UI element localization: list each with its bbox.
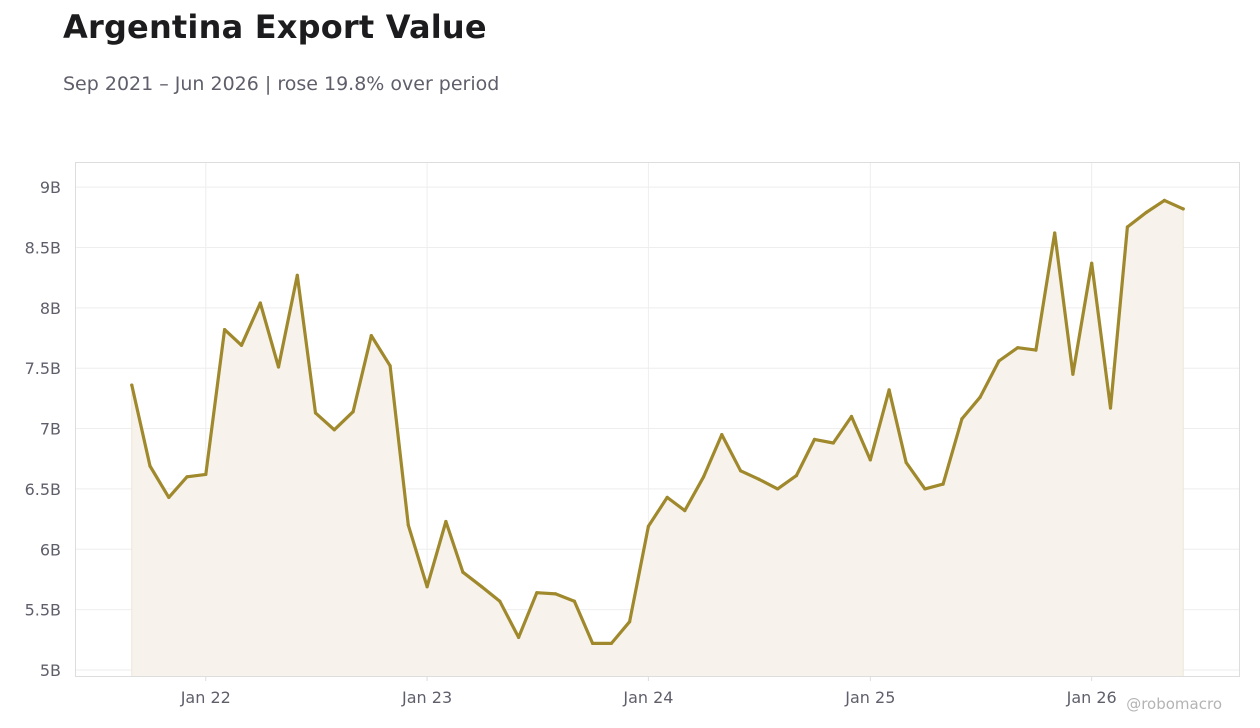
y-tick-label: 9B — [40, 178, 61, 197]
data-point — [628, 620, 632, 624]
data-point — [1108, 406, 1113, 410]
x-axis: Jan 22 Jan 23 Jan 24 Jan 25 Jan 26 — [180, 676, 1117, 707]
y-axis: 5B 5.5B 6B 6.5B 7B 7.5B 8B 8.5B 9B — [25, 178, 61, 680]
data-point — [1053, 231, 1057, 235]
data-point — [1125, 225, 1129, 229]
data-point — [849, 414, 854, 419]
watermark: @robomacro — [1126, 695, 1222, 713]
data-point — [185, 475, 189, 479]
data-point — [997, 359, 1001, 363]
data-point — [258, 301, 262, 305]
data-point — [1016, 346, 1020, 350]
data-point — [868, 458, 872, 462]
data-point — [480, 585, 484, 589]
data-point — [1034, 348, 1038, 352]
series-line — [130, 198, 1185, 645]
data-point — [498, 599, 502, 603]
data-point — [591, 641, 595, 646]
y-tick-label: 8.5B — [25, 238, 61, 257]
data-point — [148, 464, 152, 468]
y-tick-label: 6.5B — [25, 480, 61, 499]
data-point — [1181, 207, 1185, 211]
x-tick-label: Jan 25 — [844, 688, 895, 707]
x-tick-label: Jan 24 — [622, 688, 673, 707]
y-tick-label: 8B — [40, 299, 61, 318]
data-point — [609, 641, 614, 646]
data-point — [794, 474, 799, 478]
data-point — [295, 273, 299, 277]
y-tick-label: 5B — [40, 661, 61, 680]
data-point — [167, 495, 171, 499]
line-layer — [130, 198, 1185, 645]
data-point — [517, 635, 521, 640]
data-point — [388, 364, 392, 368]
data-point — [757, 477, 761, 481]
data-point — [276, 365, 281, 369]
x-tick-label: Jan 26 — [1066, 688, 1117, 707]
data-point — [223, 328, 227, 332]
y-tick-label: 6B — [40, 540, 61, 559]
chart-subtitle: Sep 2021 – Jun 2026 | rose 19.8% over pe… — [63, 73, 500, 95]
y-tick-label: 7.5B — [25, 359, 61, 378]
data-point — [313, 411, 318, 415]
data-point — [941, 482, 945, 486]
point-layer — [130, 198, 1185, 646]
data-point — [702, 475, 706, 479]
data-point — [572, 599, 577, 603]
data-point — [1090, 261, 1094, 265]
data-point — [444, 519, 448, 524]
data-point — [204, 472, 208, 476]
data-point — [720, 433, 724, 437]
data-point — [351, 410, 355, 414]
data-point — [461, 570, 465, 574]
plot-frame — [75, 162, 1240, 677]
data-point — [887, 388, 891, 392]
data-point — [831, 441, 835, 445]
data-point — [130, 383, 134, 387]
data-point — [776, 487, 780, 491]
chart-title: Argentina Export Value — [63, 8, 487, 46]
y-tick-label: 5.5B — [25, 601, 61, 620]
data-point — [923, 487, 927, 491]
data-point — [646, 524, 651, 528]
x-tick-label: Jan 23 — [401, 688, 452, 707]
data-point — [406, 523, 410, 527]
area-fill — [131, 200, 1184, 676]
x-tick-label: Jan 22 — [180, 688, 231, 707]
data-point — [665, 495, 669, 499]
data-point — [332, 428, 336, 432]
data-point — [1144, 210, 1148, 215]
data-point — [369, 334, 373, 338]
data-point — [1162, 198, 1166, 202]
data-point — [554, 592, 558, 596]
y-tick-label: 7B — [40, 420, 61, 439]
data-point — [425, 585, 429, 589]
data-point — [978, 395, 982, 399]
data-point — [904, 460, 908, 464]
data-point — [960, 417, 964, 421]
data-point — [812, 437, 817, 441]
data-point — [535, 591, 539, 595]
data-point — [739, 469, 743, 473]
data-point — [683, 509, 687, 513]
area-layer — [131, 200, 1184, 676]
data-point — [1071, 372, 1075, 376]
data-point — [239, 343, 244, 347]
